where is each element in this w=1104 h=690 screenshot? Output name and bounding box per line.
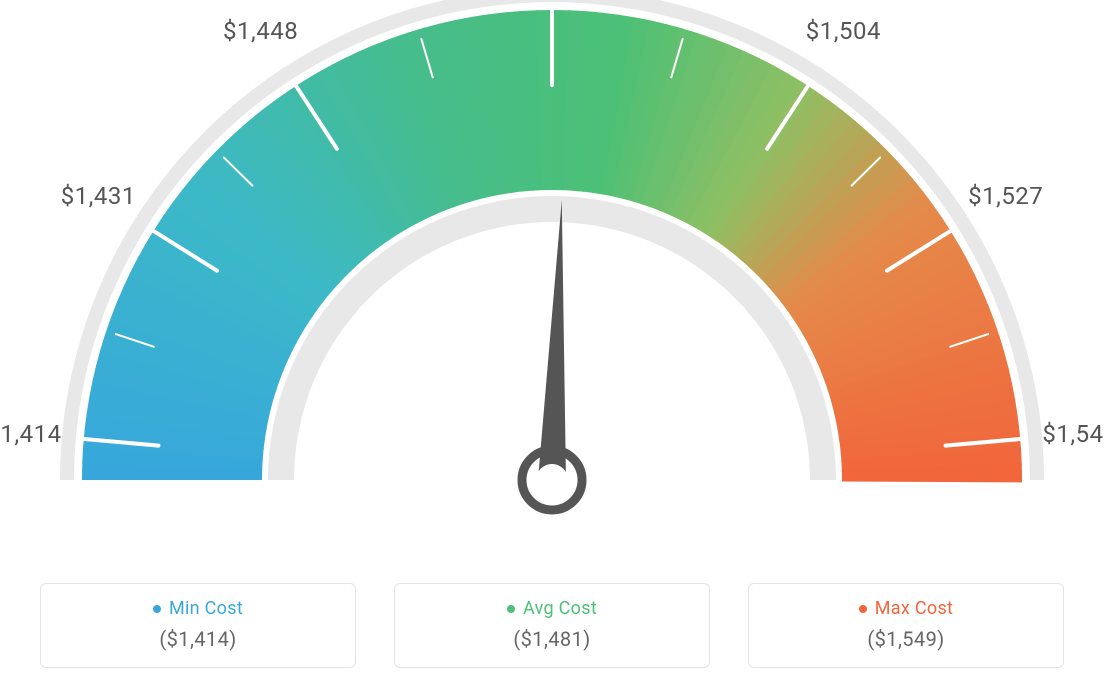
gauge-tick-label: $1,527 bbox=[968, 182, 1043, 210]
gauge-tick-label: $1,431 bbox=[61, 182, 136, 210]
legend-title-row: Avg Cost bbox=[507, 598, 597, 619]
gauge-chart: $1,414$1,431$1,448$1,481$1,504$1,527$1,5… bbox=[0, 0, 1104, 540]
legend-value: ($1,414) bbox=[159, 627, 236, 651]
legend-row: Min Cost ($1,414) Avg Cost ($1,481) Max … bbox=[0, 583, 1104, 668]
legend-title: Max Cost bbox=[875, 598, 953, 619]
gauge-svg bbox=[0, 0, 1104, 540]
legend-dot-icon bbox=[859, 605, 867, 613]
legend-title-row: Max Cost bbox=[859, 598, 953, 619]
gauge-tick-label: $1,414 bbox=[0, 420, 62, 448]
legend-dot-icon bbox=[153, 605, 161, 613]
legend-card-avg: Avg Cost ($1,481) bbox=[394, 583, 710, 668]
legend-value: ($1,549) bbox=[867, 627, 944, 651]
legend-title: Avg Cost bbox=[523, 598, 597, 619]
legend-title: Min Cost bbox=[169, 598, 243, 619]
gauge-tick-label: $1,549 bbox=[1042, 420, 1104, 448]
legend-title-row: Min Cost bbox=[153, 598, 243, 619]
legend-card-min: Min Cost ($1,414) bbox=[40, 583, 356, 668]
gauge-tick-label: $1,504 bbox=[806, 17, 881, 45]
legend-dot-icon bbox=[507, 605, 515, 613]
legend-value: ($1,481) bbox=[513, 627, 590, 651]
legend-card-max: Max Cost ($1,549) bbox=[748, 583, 1064, 668]
gauge-tick-label: $1,448 bbox=[223, 17, 298, 45]
